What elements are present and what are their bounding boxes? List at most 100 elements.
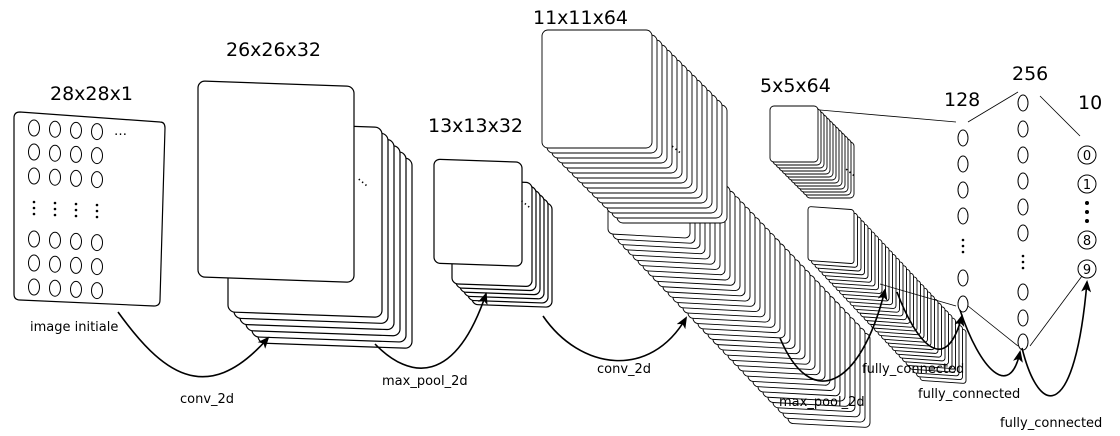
fc2-neuron [1017, 172, 1029, 190]
input-vertical-dot [32, 206, 36, 210]
input-pixel [28, 143, 40, 161]
fc1-vertical-dot [961, 238, 965, 242]
pool2-feature-map [769, 105, 819, 163]
op-label-pool1: max_pool_2d [382, 374, 468, 389]
fc1-vertical-dot [961, 250, 965, 254]
output-digit-9: 9 [1083, 263, 1091, 278]
op-label-fc1: fully_connected [862, 362, 964, 377]
input-pixel [70, 121, 82, 139]
output-digit-8: 8 [1083, 234, 1091, 249]
pool1-feature-map-front [433, 158, 523, 267]
input-vertical-dot [95, 215, 99, 219]
fc1-vertical-dot [961, 244, 965, 248]
conv2-arrow [542, 315, 688, 362]
input-pixel [70, 145, 82, 163]
fc1-neuron [957, 295, 969, 313]
input-pixel [28, 254, 40, 272]
input-pixel [49, 231, 61, 249]
op-label-conv2: conv_2d [597, 362, 651, 377]
output-vertical-ellipsis [1085, 201, 1089, 223]
input-pixel [28, 278, 40, 296]
fc2-neuron [1017, 283, 1029, 301]
input-pixel [28, 230, 40, 248]
input-pixel [91, 123, 103, 141]
pool2-feature-map [807, 206, 855, 264]
fc2-vertical-dot [1021, 254, 1025, 258]
fc2-neurons [1017, 94, 1029, 351]
pool2-dims-label: 5x5x64 [760, 75, 831, 97]
input-image: … [13, 111, 166, 307]
fc1-arrow [896, 291, 965, 350]
operation-arrows [117, 280, 1092, 397]
input-pixel [91, 171, 103, 189]
input-pixel [49, 255, 61, 273]
fc2-neuron [1017, 224, 1029, 242]
conv2-dims-label: 11x11x64 [533, 7, 628, 29]
fc1-dims-label: 128 [944, 89, 980, 111]
input-vertical-dot [32, 200, 36, 204]
fc2-neuron [1017, 198, 1029, 216]
pool1-dims-label: 13x13x32 [428, 115, 523, 137]
ellipsis-row: … [114, 124, 127, 139]
fc1-neuron [957, 269, 969, 287]
input-pixel-grid [28, 119, 103, 300]
input-vertical-dot [32, 212, 36, 216]
input-pixel [70, 256, 82, 274]
fc2-neuron [1017, 120, 1029, 138]
fc1-neuron [957, 181, 969, 199]
conv1-dims-label: 26x26x32 [226, 39, 321, 61]
fc2-vertical-dot [1021, 266, 1025, 270]
output-node-8 [1077, 230, 1097, 250]
input-pixel [91, 147, 103, 165]
fc2-neuron [1017, 333, 1029, 351]
output-neurons: 0 1 8 9 [1077, 145, 1097, 279]
input-pixel [49, 144, 61, 162]
input-pixel [28, 119, 40, 137]
fc2-neuron [1017, 94, 1029, 112]
input-vertical-dot [53, 213, 57, 217]
op-label-fc3: fully_connected [1000, 416, 1102, 431]
input-pixel [70, 280, 82, 298]
input-vertical-dot [53, 201, 57, 205]
fc3-arrow [1021, 280, 1092, 397]
fc1-neuron [957, 207, 969, 225]
fc1-neuron [957, 129, 969, 147]
out-dims-label: 10 [1078, 92, 1102, 114]
pool2-arrow [779, 288, 888, 382]
fc2-neuron [1017, 309, 1029, 327]
fc1-neurons [957, 129, 969, 313]
input-pixel [28, 167, 40, 185]
input-vertical-dot [74, 214, 78, 218]
op-label-pool2: max_pool_2d [779, 395, 865, 410]
output-node-1 [1077, 174, 1097, 194]
output-node-0 [1077, 145, 1097, 165]
input-vertical-dot [53, 207, 57, 211]
output-node-9 [1077, 259, 1097, 279]
conv2-feature-map [541, 29, 653, 149]
input-pixel [91, 282, 103, 300]
fc2-vertical-dot [1021, 260, 1025, 264]
fc2-neuron [1017, 146, 1029, 164]
op-label-fc2: fully_connected [918, 387, 1020, 402]
op-label-conv1: conv_2d [180, 392, 234, 407]
fc2-dims-label: 256 [1012, 63, 1048, 85]
input-vertical-dot [74, 202, 78, 206]
conv1-feature-map-front [197, 80, 355, 283]
input-pixel [49, 168, 61, 186]
input-pixel [70, 169, 82, 187]
input-pixel [49, 279, 61, 297]
fc1-neuron [957, 155, 969, 173]
connection-lines [819, 91, 1083, 347]
input-pixel [91, 234, 103, 252]
output-digit-1: 1 [1083, 178, 1091, 193]
input-vertical-dot [74, 208, 78, 212]
input-pixel [70, 232, 82, 250]
input-vertical-dot [95, 209, 99, 213]
input-pixel [49, 120, 61, 138]
conv2-feature-maps: … [541, 29, 871, 428]
input-pixel [91, 258, 103, 276]
conv1-arrow [117, 311, 270, 378]
fc2-arrow [959, 309, 1023, 377]
input-dims-label: 28x28x1 [50, 83, 133, 105]
